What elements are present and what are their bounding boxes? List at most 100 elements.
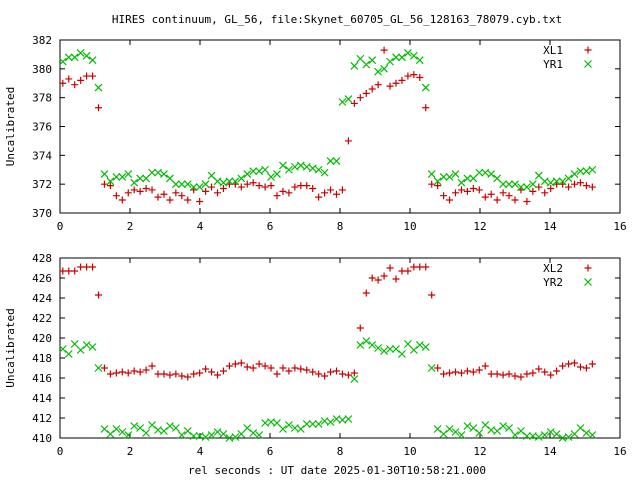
y-tick-label: 424	[32, 292, 52, 305]
y-tick-label: 374	[32, 149, 52, 162]
data-point	[202, 187, 210, 195]
data-point	[303, 182, 311, 190]
data-point	[94, 83, 103, 92]
data-point	[511, 196, 519, 204]
data-point	[392, 53, 400, 62]
y-tick-label: 412	[32, 412, 52, 425]
data-point	[499, 180, 508, 189]
data-point	[487, 370, 495, 378]
data-point	[529, 369, 537, 377]
data-point	[416, 263, 424, 271]
data-point	[374, 276, 382, 284]
data-point	[534, 171, 543, 180]
data-point	[546, 428, 555, 436]
data-point	[148, 168, 156, 177]
data-point	[124, 369, 132, 377]
x-tick-label: 4	[197, 220, 204, 233]
y-tick-label: 422	[32, 312, 52, 325]
data-point	[469, 368, 477, 376]
data-point	[76, 346, 85, 354]
data-point	[380, 46, 388, 54]
data-point	[142, 429, 151, 437]
data-point	[463, 367, 471, 375]
data-point	[523, 370, 531, 378]
x-tick-label: 10	[403, 220, 416, 233]
legend-label: YR2	[543, 276, 563, 289]
data-point	[59, 79, 67, 87]
data-point	[446, 369, 454, 377]
data-point	[332, 157, 341, 166]
data-point	[124, 170, 133, 178]
data-point	[154, 193, 162, 201]
data-point	[333, 190, 340, 198]
data-point	[505, 424, 513, 432]
data-point	[434, 364, 442, 372]
data-point	[261, 165, 270, 174]
legend-marker	[584, 60, 592, 68]
data-point	[434, 182, 442, 190]
x-tick-label: 12	[473, 445, 486, 458]
data-point	[386, 264, 394, 272]
data-point	[570, 430, 579, 438]
data-point	[255, 360, 263, 368]
data-point	[100, 425, 109, 433]
x-tick-label: 12	[473, 220, 486, 233]
y-tick-label: 378	[32, 92, 52, 105]
y-tick-label: 414	[32, 392, 52, 405]
data-point	[219, 367, 227, 375]
data-point	[416, 73, 424, 81]
data-point	[89, 72, 97, 80]
data-point	[493, 427, 502, 435]
data-point	[130, 422, 139, 430]
data-point	[588, 183, 596, 191]
data-point	[148, 421, 156, 429]
data-point	[344, 95, 353, 104]
data-point	[392, 79, 400, 87]
x-tick-label: 16	[613, 445, 626, 458]
data-point	[302, 162, 311, 171]
data-point	[576, 363, 584, 371]
data-point	[517, 183, 525, 191]
data-point	[588, 431, 597, 439]
data-point	[320, 168, 329, 177]
data-point	[267, 173, 275, 181]
data-point	[392, 345, 400, 353]
legend-marker	[584, 46, 592, 54]
data-point	[196, 197, 204, 205]
data-point	[214, 189, 221, 197]
data-point	[404, 72, 412, 80]
data-point	[582, 182, 590, 190]
x-tick-label: 8	[337, 220, 344, 233]
data-point	[475, 429, 484, 437]
data-point	[350, 375, 359, 383]
data-point	[452, 368, 459, 376]
data-point	[487, 170, 496, 178]
data-point	[171, 180, 180, 189]
data-point	[273, 370, 281, 378]
data-point	[511, 431, 519, 439]
data-point	[106, 177, 115, 186]
data-point	[326, 157, 335, 166]
data-point	[183, 427, 192, 435]
data-point	[190, 370, 198, 378]
data-point	[552, 430, 561, 438]
data-point	[207, 431, 216, 439]
data-point	[457, 431, 466, 439]
data-point	[249, 167, 258, 176]
data-point	[88, 56, 97, 65]
data-point	[65, 267, 73, 275]
y-tick-label: 410	[32, 432, 52, 445]
data-point	[338, 370, 346, 378]
data-point	[154, 168, 162, 177]
data-point	[571, 180, 578, 188]
data-point	[505, 180, 513, 189]
data-point	[273, 419, 281, 427]
data-point	[398, 53, 406, 62]
data-point	[433, 177, 442, 186]
data-point	[535, 365, 543, 373]
data-point	[517, 373, 525, 381]
data-point	[130, 367, 138, 375]
data-point	[237, 359, 245, 367]
data-point	[576, 167, 585, 176]
x-tick-label: 8	[337, 445, 344, 458]
